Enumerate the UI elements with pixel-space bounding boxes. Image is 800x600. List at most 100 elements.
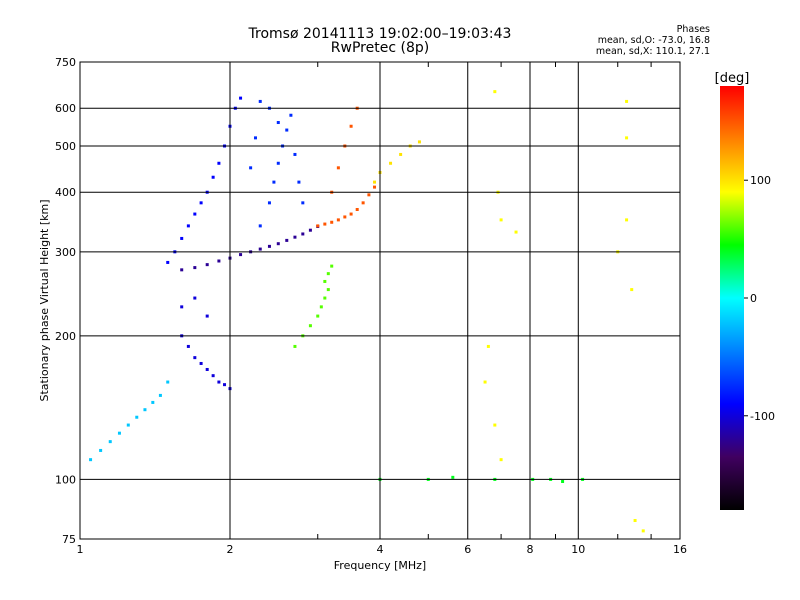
data-point-s8-8 xyxy=(326,272,330,276)
x-tick-label-8: 8 xyxy=(527,543,534,556)
data-point-s5-0 xyxy=(373,180,377,184)
data-point-s2-7 xyxy=(258,99,262,103)
data-point-s3-5 xyxy=(211,374,215,378)
data-point-s2-10 xyxy=(293,152,297,156)
data-point-s9-11 xyxy=(641,529,645,533)
data-point-s5-3 xyxy=(399,152,403,156)
data-point-s2-5 xyxy=(285,128,289,132)
data-point-s8-5 xyxy=(323,296,327,300)
plot-frame xyxy=(79,61,681,540)
data-point-s2-9 xyxy=(276,121,280,125)
stats-line-x: mean, sd,X: 110.1, 27.1 xyxy=(595,46,710,57)
data-point-s4-2 xyxy=(330,220,334,224)
data-point-s3-11 xyxy=(205,314,209,318)
colorbar-gradient xyxy=(720,86,744,510)
colorbar-label: [deg] xyxy=(715,71,750,86)
x-tick-label-4: 4 xyxy=(377,543,384,556)
data-point-s3-1 xyxy=(186,344,190,348)
data-point-s0-3 xyxy=(217,259,221,263)
data-point-s9-5 xyxy=(625,136,629,140)
data-point-s2-3 xyxy=(276,161,280,165)
data-point-s1-4 xyxy=(193,212,197,216)
data-point-s4-1 xyxy=(323,222,327,226)
data-point-s1-5 xyxy=(199,201,203,205)
data-point-s4-9 xyxy=(373,185,377,189)
data-point-s4-3 xyxy=(336,218,340,222)
data-point-s2-12 xyxy=(301,201,305,205)
data-point-s8-2 xyxy=(308,324,312,328)
y-tick-label-75: 75 xyxy=(62,533,76,546)
data-point-s4-13 xyxy=(349,124,353,128)
data-point-s9-0 xyxy=(493,90,497,94)
data-point-s0-13 xyxy=(308,228,312,232)
y-tick-label-400: 400 xyxy=(55,186,76,199)
data-point-s5-2 xyxy=(389,161,393,165)
data-point-s6-2 xyxy=(451,475,455,479)
y-tick-label-200: 200 xyxy=(55,330,76,343)
data-point-s9-3 xyxy=(514,230,518,234)
colorbar-tick-label--100: -100 xyxy=(750,410,775,423)
data-point-s0-2 xyxy=(205,263,209,267)
data-point-s2-14 xyxy=(253,136,257,140)
x-tick-label-6: 6 xyxy=(464,543,471,556)
y-tick-label-100: 100 xyxy=(55,473,76,486)
data-point-s9-6 xyxy=(625,218,629,222)
x-tick-label-1: 1 xyxy=(77,543,84,556)
x-tick-label-16: 16 xyxy=(673,543,687,556)
axes: 1 2 4 6 8 10 16 75 100 200 300 400 500 600 750 xyxy=(55,56,687,556)
y-axis-label: Stationary phase Virtual Height [km] xyxy=(38,199,51,401)
data-point-s4-7 xyxy=(361,201,365,205)
grid xyxy=(80,62,680,539)
data-point-s7-6 xyxy=(143,408,147,412)
data-point-s7-3 xyxy=(117,431,121,435)
colorbar-tick-label-0: 0 xyxy=(750,292,757,305)
data-point-s0-9 xyxy=(276,242,280,246)
data-point-s7-2 xyxy=(108,440,112,444)
data-points xyxy=(89,90,645,533)
data-point-s0-0 xyxy=(180,268,184,272)
data-point-s8-7 xyxy=(323,279,327,283)
data-point-s0-1 xyxy=(193,266,197,270)
data-point-s8-3 xyxy=(316,314,320,318)
data-point-s7-1 xyxy=(99,448,103,452)
data-point-s4-8 xyxy=(367,193,371,197)
data-point-s8-4 xyxy=(319,305,323,309)
data-point-s9-8 xyxy=(483,380,487,384)
data-point-s9-10 xyxy=(499,458,503,462)
data-point-s7-4 xyxy=(126,423,130,427)
x-tick-label-2: 2 xyxy=(227,543,234,556)
data-point-s3-2 xyxy=(193,356,197,360)
data-point-s9-4 xyxy=(625,99,629,103)
x-axis-label: Frequency [MHz] xyxy=(334,559,426,572)
data-point-s1-8 xyxy=(217,161,221,165)
data-point-s0-10 xyxy=(285,238,289,242)
y-tick-label-500: 500 xyxy=(55,140,76,153)
data-point-s9-9 xyxy=(493,423,497,427)
data-point-s4-5 xyxy=(349,212,353,216)
data-point-s2-11 xyxy=(297,180,301,184)
data-point-s3-6 xyxy=(217,380,221,384)
data-point-s2-2 xyxy=(272,180,276,184)
data-point-s2-1 xyxy=(267,201,271,205)
data-point-s4-6 xyxy=(355,207,359,211)
data-point-s2-13 xyxy=(249,166,253,170)
data-point-s3-3 xyxy=(199,361,203,365)
data-point-s7-9 xyxy=(166,380,170,384)
stats-heading: Phases xyxy=(676,24,710,35)
data-point-s2-0 xyxy=(258,224,262,228)
data-point-s1-3 xyxy=(186,224,190,228)
data-point-s4-4 xyxy=(343,215,347,219)
data-point-s7-0 xyxy=(89,458,93,462)
data-point-s7-8 xyxy=(158,393,162,397)
data-point-s0-5 xyxy=(239,253,243,257)
y-tick-label-600: 600 xyxy=(55,102,76,115)
data-point-s3-4 xyxy=(205,367,209,371)
data-point-s1-0 xyxy=(166,260,170,264)
chart-subtitle: RwPretec (8p) xyxy=(330,40,430,56)
x-tick-label-10: 10 xyxy=(571,543,585,556)
data-point-s8-9 xyxy=(330,264,334,268)
data-point-s7-7 xyxy=(151,400,155,404)
data-point-s5-5 xyxy=(417,140,421,144)
colorbar-tick-label-100: 100 xyxy=(750,174,771,187)
